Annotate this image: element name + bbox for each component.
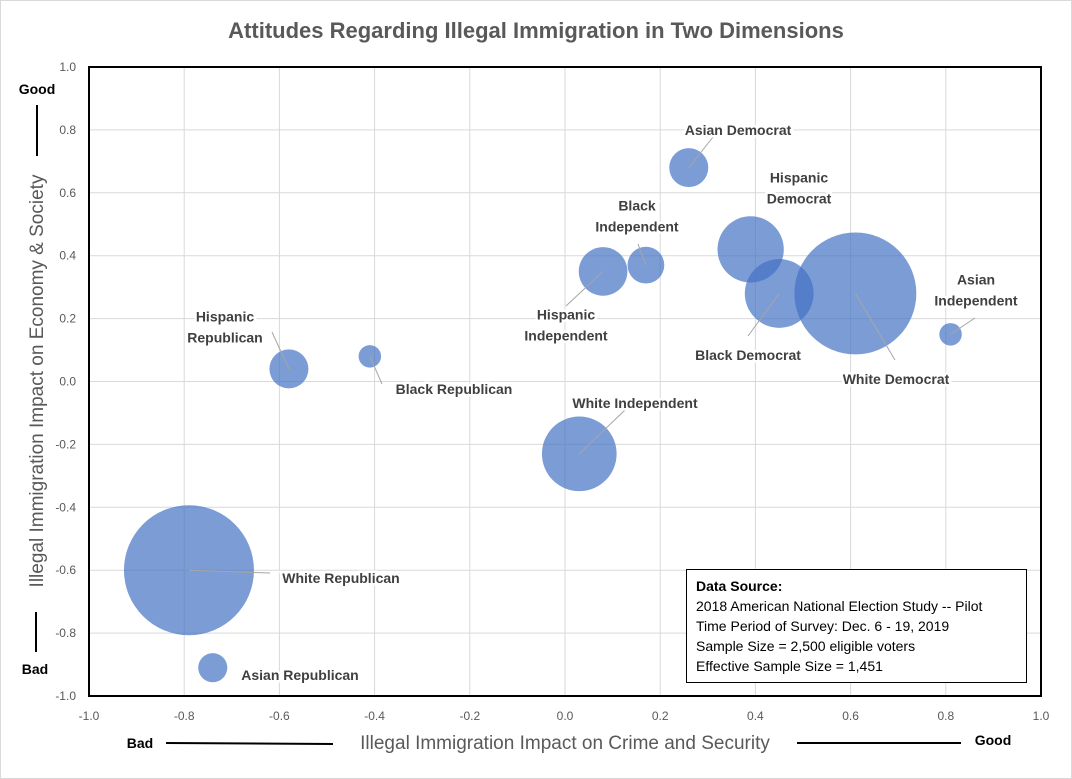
- data-source-heading: Data Source:: [696, 578, 783, 594]
- y-tick-label: 0.8: [59, 123, 76, 137]
- leader-line: [688, 136, 714, 168]
- bubble-label: Black Democrat: [695, 347, 801, 363]
- bubble-label: Independent: [595, 219, 679, 235]
- bubble-label: Asian Republican: [241, 667, 358, 683]
- data-source-line: 2018 American National Election Study --…: [696, 598, 983, 614]
- leader-line: [747, 293, 780, 337]
- leader-line: [578, 409, 626, 455]
- y-tick-label: -0.6: [55, 563, 76, 577]
- bubble-label: Independent: [524, 328, 608, 344]
- bubble: [198, 653, 228, 683]
- x-axis-title: Illegal Immigration Impact on Crime and …: [360, 733, 770, 754]
- bubble-label: White Independent: [572, 395, 698, 411]
- y-tick-label: 0.0: [59, 375, 76, 389]
- x-tick-label: 0.2: [652, 709, 669, 723]
- plot-area-border: [88, 66, 1042, 697]
- x-tick-label: -0.8: [174, 709, 195, 723]
- bubble-label: Hispanic: [196, 309, 255, 325]
- leader-line: [188, 569, 271, 574]
- x-tick-label: 0.6: [842, 709, 859, 723]
- y-axis-good-label: Good: [19, 81, 56, 97]
- x-axis-bad-bar: [165, 742, 334, 745]
- x-axis-good-label: Good: [975, 732, 1012, 748]
- x-tick-label: -0.4: [364, 709, 385, 723]
- data-source-line: Sample Size = 2,500 eligible voters: [696, 638, 916, 654]
- y-tick-label: 0.4: [59, 249, 76, 263]
- leader-line: [271, 331, 290, 370]
- leader-line: [565, 271, 604, 307]
- y-tick-label: 0.2: [59, 312, 76, 326]
- x-tick-label: 0.8: [937, 709, 954, 723]
- leader-line: [854, 293, 896, 361]
- bubble-label: Independent: [934, 293, 1018, 309]
- x-tick-label: 1.0: [1033, 709, 1050, 723]
- data-source-line: Effective Sample Size = 1,451: [696, 658, 883, 674]
- x-tick-label: -0.6: [269, 709, 290, 723]
- x-tick-label: 0.4: [747, 709, 764, 723]
- y-tick-label: 1.0: [59, 60, 76, 74]
- y-tick-label: -0.4: [55, 500, 76, 514]
- bubble-label: White Democrat: [843, 371, 950, 387]
- bubble-label: Asian Democrat: [685, 122, 792, 138]
- x-tick-label: -0.2: [459, 709, 480, 723]
- data-source-box: Data Source: 2018 American National Elec…: [686, 569, 1027, 683]
- bubble-label: Democrat: [767, 191, 832, 207]
- y-tick-label: -0.8: [55, 626, 76, 640]
- y-tick-label: -0.2: [55, 437, 76, 451]
- bubble-label: Black: [618, 198, 656, 214]
- x-tick-label: -1.0: [79, 709, 100, 723]
- x-axis-bad-label: Bad: [127, 735, 153, 751]
- y-tick-label: 0.6: [59, 186, 76, 200]
- leader-line: [950, 317, 976, 335]
- data-source-line: Time Period of Survey: Dec. 6 - 19, 2019: [696, 618, 950, 634]
- bubble-label: Hispanic: [537, 307, 596, 323]
- bubble-label: Hispanic: [770, 170, 829, 186]
- y-tick-label: -1.0: [55, 689, 76, 703]
- bubble-label: Republican: [187, 330, 262, 346]
- bubble-label: White Republican: [282, 570, 399, 586]
- chart-title: Attitudes Regarding Illegal Immigration …: [228, 18, 844, 43]
- bubble-label: Asian: [957, 272, 995, 288]
- x-tick-label: 0.0: [557, 709, 574, 723]
- bubble-label: Black Republican: [396, 381, 513, 397]
- y-axis-title: Illegal Immigration Impact on Economy & …: [27, 174, 48, 587]
- leader-line: [637, 243, 647, 266]
- leader-line: [369, 356, 383, 385]
- y-axis-bad-label: Bad: [22, 661, 48, 677]
